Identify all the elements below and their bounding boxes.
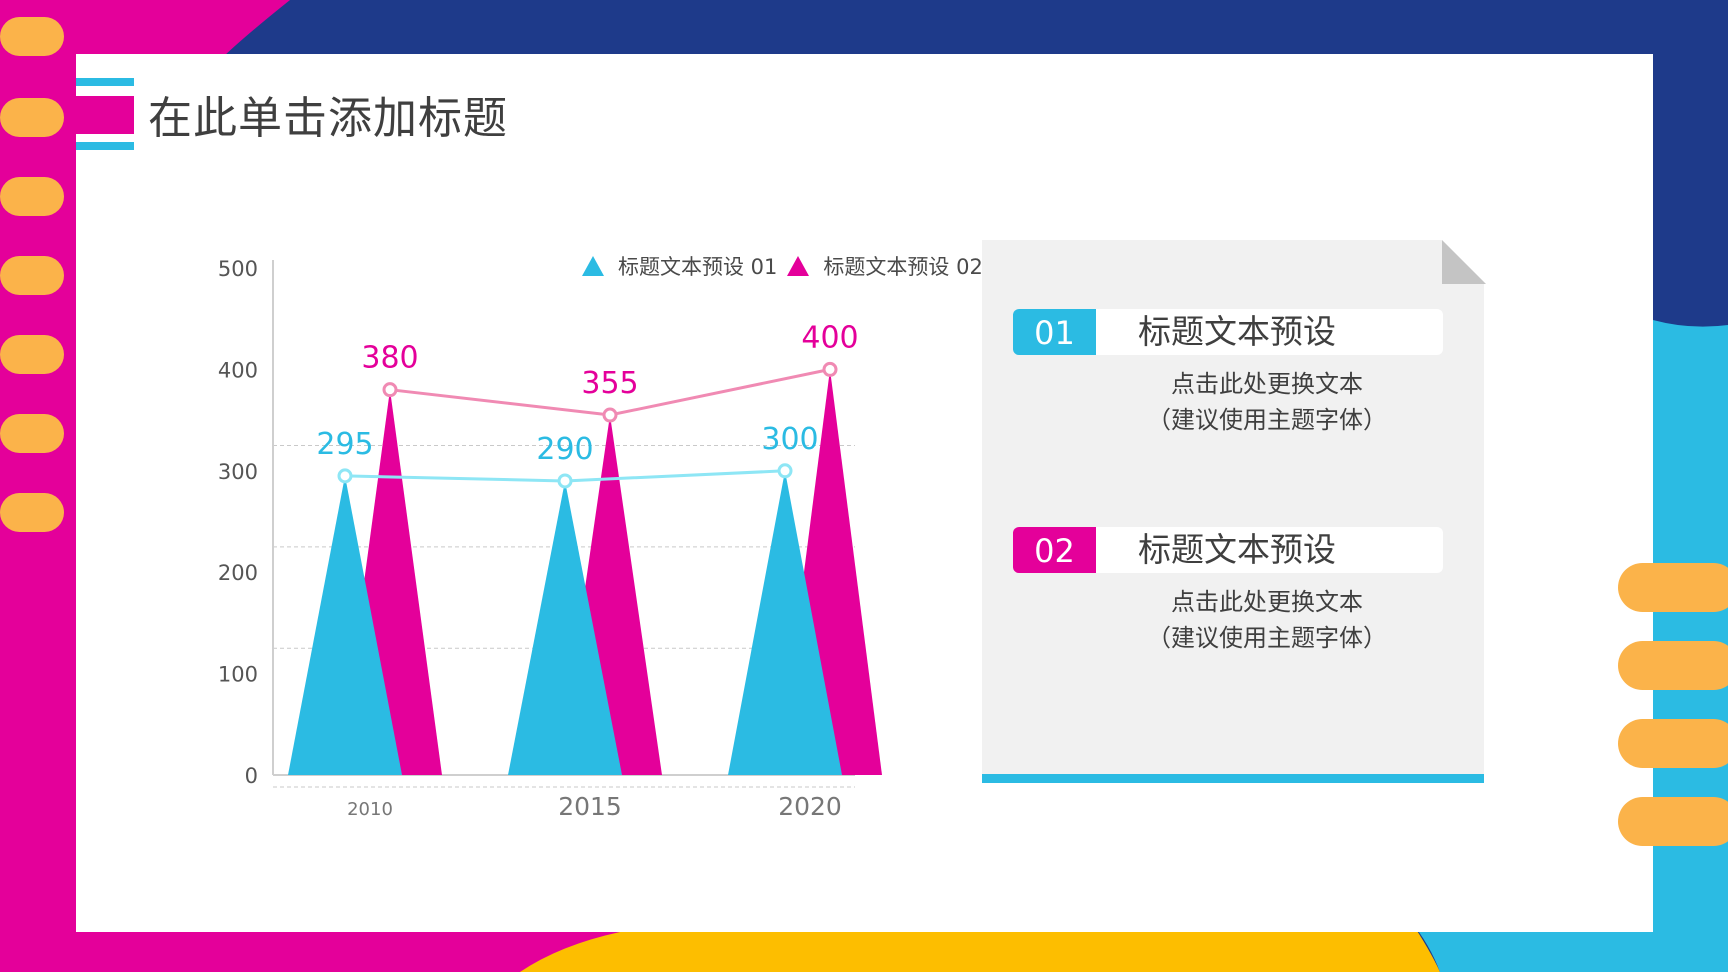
data-label: 295 bbox=[316, 427, 373, 462]
y-tick-label: 400 bbox=[218, 358, 258, 382]
x-tick-label: 2015 bbox=[558, 792, 622, 821]
data-label: 380 bbox=[361, 341, 418, 376]
y-tick-label: 200 bbox=[218, 561, 258, 585]
page-fold-corner bbox=[1442, 240, 1486, 284]
decor-pill bbox=[0, 98, 64, 137]
decor-pill bbox=[1618, 719, 1728, 768]
x-tick-label: 2020 bbox=[778, 792, 842, 821]
decor-pill bbox=[0, 335, 64, 374]
card-title: 标题文本预设 bbox=[1138, 312, 1336, 351]
data-point bbox=[777, 463, 793, 479]
triangle-icon bbox=[787, 256, 810, 276]
y-tick-label: 0 bbox=[245, 764, 258, 788]
decor-pill bbox=[0, 256, 64, 295]
title-accent bbox=[76, 78, 134, 152]
card-body-02[interactable]: 点击此处更换文本 （建议使用主题字体） bbox=[1013, 584, 1521, 656]
decor-pill bbox=[0, 177, 64, 216]
chart-legend: 标题文本预设 01 标题文本预设 02 bbox=[582, 251, 993, 281]
card-line: 点击此处更换文本 bbox=[1171, 370, 1363, 398]
chart: 0 100 200 300 400 500 2010 2015 2020 295 290 300 380… bbox=[218, 257, 882, 821]
data-point bbox=[382, 382, 398, 398]
card-body-01[interactable]: 点击此处更换文本 （建议使用主题字体） bbox=[1013, 366, 1521, 438]
y-tick-label: 300 bbox=[218, 460, 258, 484]
y-tick-label: 500 bbox=[218, 257, 258, 281]
data-point bbox=[337, 468, 353, 484]
data-label: 355 bbox=[581, 366, 638, 401]
legend-item: 标题文本预设 01 bbox=[582, 251, 777, 281]
decor-pill bbox=[1618, 797, 1728, 846]
data-label: 290 bbox=[536, 432, 593, 467]
y-tick-label: 100 bbox=[218, 663, 258, 687]
legend-label: 标题文本预设 02 bbox=[823, 255, 983, 279]
bar-triangle bbox=[288, 475, 402, 775]
data-label: 400 bbox=[801, 320, 858, 355]
card-number: 02 bbox=[1013, 527, 1096, 573]
card-line: （建议使用主题字体） bbox=[1147, 624, 1387, 652]
card-header-01[interactable]: 01 标题文本预设 bbox=[1013, 309, 1443, 355]
bar-triangle bbox=[728, 470, 842, 775]
decor-pill bbox=[0, 493, 64, 532]
data-label: 300 bbox=[761, 422, 818, 457]
x-tick-label: 2010 bbox=[347, 799, 393, 820]
decor-pill bbox=[0, 17, 64, 56]
card-line: 点击此处更换文本 bbox=[1171, 588, 1363, 616]
card-number: 01 bbox=[1013, 309, 1096, 355]
data-point bbox=[602, 407, 618, 423]
triangle-icon bbox=[582, 256, 604, 276]
decor-pill bbox=[1618, 641, 1728, 690]
bar-triangle bbox=[508, 480, 622, 775]
card-title: 标题文本预设 bbox=[1138, 530, 1336, 569]
decor-pill bbox=[1618, 563, 1728, 612]
card-line: （建议使用主题字体） bbox=[1147, 406, 1387, 434]
page-title[interactable]: 在此单击添加标题 bbox=[148, 93, 508, 144]
card-header-02[interactable]: 02 标题文本预设 bbox=[1013, 527, 1443, 573]
legend-item: 标题文本预设 02 bbox=[787, 251, 983, 281]
data-point bbox=[822, 361, 838, 377]
decor-pill bbox=[0, 414, 64, 453]
panel-bottom-bar bbox=[982, 774, 1484, 783]
legend-label: 标题文本预设 01 bbox=[618, 255, 778, 279]
data-point bbox=[557, 473, 573, 489]
